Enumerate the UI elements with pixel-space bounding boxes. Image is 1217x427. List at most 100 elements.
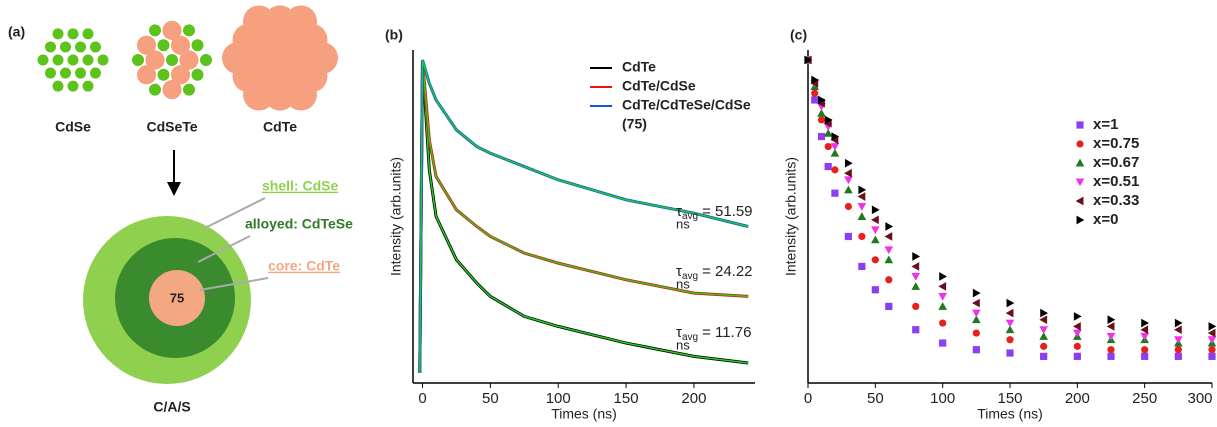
annotation-subscript: avg xyxy=(682,332,698,343)
marker xyxy=(885,276,893,284)
atom xyxy=(60,41,71,53)
leader xyxy=(197,235,251,263)
atom xyxy=(132,54,144,66)
atom xyxy=(162,79,182,100)
legend-label: x=0.33 xyxy=(1093,192,1139,209)
marker xyxy=(1106,322,1115,331)
marker xyxy=(824,115,833,125)
marker xyxy=(1006,336,1014,344)
atom xyxy=(170,35,191,55)
annotation-value: = 51.59 xyxy=(702,203,752,220)
marker xyxy=(1040,352,1048,360)
atom xyxy=(82,80,94,92)
legend-label: CdTe/CdTeSe/CdSe xyxy=(622,97,751,113)
fit-curve xyxy=(419,59,749,374)
x-tick-label: 150 xyxy=(614,390,639,407)
atom xyxy=(82,54,94,66)
marker xyxy=(972,329,980,337)
marker xyxy=(817,108,826,117)
marker xyxy=(858,262,866,271)
marker xyxy=(938,282,947,291)
marker xyxy=(1141,346,1149,354)
atom xyxy=(60,67,71,79)
marker xyxy=(1040,342,1048,350)
y-axis-label: Intensity (arb.units) xyxy=(783,157,799,276)
marker xyxy=(1174,346,1182,354)
atom xyxy=(67,80,79,92)
marker xyxy=(1107,315,1116,325)
marker xyxy=(830,143,840,151)
marker xyxy=(1005,308,1014,318)
marker xyxy=(972,298,980,308)
marker xyxy=(871,215,879,225)
structure-label: C/A/S xyxy=(153,399,190,415)
marker xyxy=(1174,318,1183,328)
marker xyxy=(911,262,920,271)
legend-marker xyxy=(1076,121,1084,129)
marker xyxy=(1140,325,1149,335)
marker xyxy=(938,302,947,310)
shell-label: shell: CdSe xyxy=(262,178,338,194)
atom xyxy=(179,50,199,70)
marker xyxy=(804,55,813,65)
marker xyxy=(884,255,894,264)
legend-label: x=0.67 xyxy=(1093,154,1139,171)
marker xyxy=(1208,322,1217,331)
annotation-symbol: τ xyxy=(676,263,682,280)
marker xyxy=(884,232,893,241)
marker xyxy=(938,292,947,301)
legend-label: CdTe xyxy=(622,59,656,75)
marker xyxy=(1107,346,1115,354)
marker xyxy=(1174,352,1182,360)
cluster-label: CdSeTe xyxy=(146,119,197,135)
marker xyxy=(817,132,826,141)
x-tick-label: 0 xyxy=(804,390,812,407)
core xyxy=(149,270,205,326)
atom xyxy=(136,65,157,85)
atom xyxy=(45,41,56,53)
marker xyxy=(912,326,920,334)
marker xyxy=(871,205,880,215)
atom xyxy=(200,54,212,66)
marker xyxy=(1040,308,1048,318)
marker xyxy=(831,132,840,141)
atom xyxy=(149,83,161,96)
marker xyxy=(858,232,866,241)
marker xyxy=(871,235,880,244)
marker xyxy=(1073,312,1082,321)
annotation-value: = 11.76 xyxy=(702,324,751,341)
marker xyxy=(911,272,921,281)
marker xyxy=(972,309,981,318)
marker xyxy=(831,189,839,197)
leader xyxy=(204,197,266,229)
marker xyxy=(1107,352,1115,360)
atom xyxy=(170,65,191,85)
x-tick-label: 50 xyxy=(867,390,884,407)
legend-marker xyxy=(1076,215,1085,225)
atom xyxy=(67,54,79,66)
marker xyxy=(1208,352,1216,360)
core-label: core: CdTe xyxy=(268,258,340,274)
atom xyxy=(157,39,170,52)
marker xyxy=(1207,328,1216,338)
marker xyxy=(871,256,879,264)
legend-label: x=1 xyxy=(1093,116,1118,133)
marker xyxy=(1073,352,1081,360)
marker xyxy=(912,252,921,261)
legend-label: x=0.51 xyxy=(1093,173,1139,190)
atom xyxy=(45,67,56,79)
marker xyxy=(1207,336,1217,345)
marker xyxy=(885,302,893,311)
marker xyxy=(1141,318,1149,328)
x-axis-label: Times (ns) xyxy=(551,406,617,422)
atom xyxy=(183,83,195,96)
x-tick-label: 50 xyxy=(482,390,499,407)
marker xyxy=(844,232,852,241)
x-tick-label: 200 xyxy=(681,390,706,407)
cluster-label: CdSe xyxy=(55,119,91,135)
annotation-symbol: τ xyxy=(676,324,682,341)
annotation-unit: ns xyxy=(676,276,690,291)
marker xyxy=(885,222,894,231)
marker xyxy=(817,116,826,124)
